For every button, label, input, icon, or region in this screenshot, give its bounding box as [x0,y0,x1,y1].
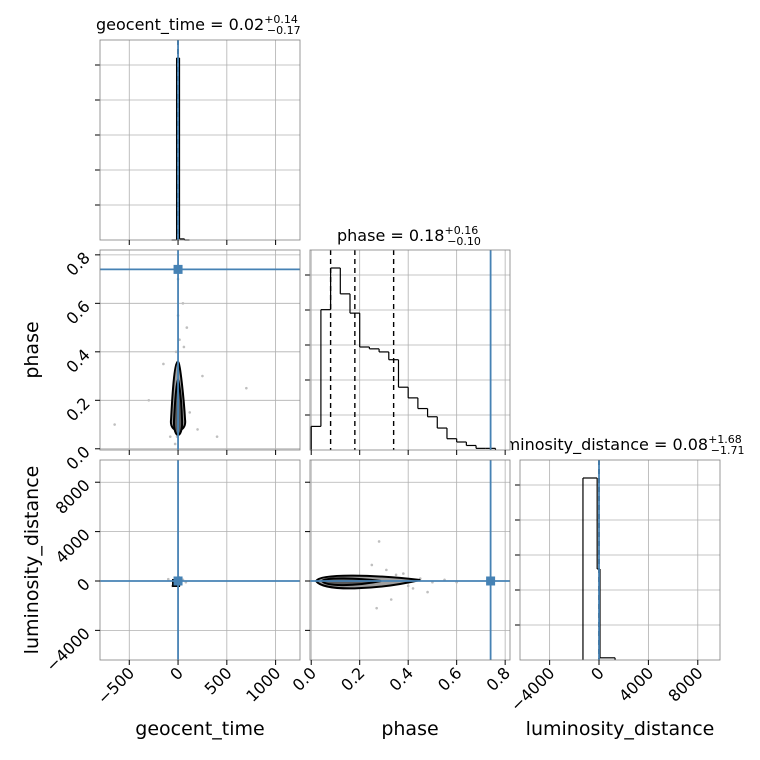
scatter-luminosity-distance-vs-phase-border [309,459,511,661]
hist-luminosity-distance-background [520,460,720,660]
scatter-phase-vs-geocent-time-border [99,249,301,451]
scatter-luminosity-distance-vs-phase-point-7 [370,563,374,567]
scatter-phase-vs-geocent-time-point-14 [181,302,185,305]
scatter-luminosity-distance-vs-geocent-time-point-5 [166,577,170,581]
scatter-phase-vs-geocent-time-point-20 [173,442,177,446]
scatter-luminosity-distance-vs-phase-xtick-label-0: 0.0 [289,663,320,694]
hist-geocent-time-background [100,40,300,240]
scatter-luminosity-distance-vs-phase-xtick-label-2: 0.4 [386,663,417,694]
hist-luminosity-distance-panel: −4000 0 4000 8000 [507,459,721,715]
scatter-luminosity-distance-vs-geocent-time-ytick-label-0: −4000 [42,624,94,676]
scatter-luminosity-distance-vs-phase-point-10 [375,606,378,610]
scatter-phase-vs-geocent-time-ytick-label-3: 0.6 [62,297,93,328]
hist-phase-background [310,250,510,450]
scatter-phase-vs-geocent-time-point-18 [196,428,199,431]
hist-geocent-time-border [99,39,301,241]
hist-phase-panel [305,249,511,455]
title-geocent-time-main: geocent_time = 0.02 [96,15,264,35]
scatter-phase-vs-geocent-time-point-15 [168,435,172,438]
scatter-phase-vs-geocent-time-ytick-label-1: 0.2 [62,394,93,425]
scatter-phase-vs-geocent-time-truth-marker [173,264,183,274]
hist-geocent-time-panel [95,39,301,245]
scatter-phase-vs-geocent-time-background [100,250,300,450]
hist-luminosity-distance-xtick-label-3: 8000 [664,663,706,705]
scatter-phase-vs-geocent-time-point-16 [188,411,192,414]
scatter-phase-vs-geocent-time-ytick-label-4: 0.8 [62,248,93,279]
hist-luminosity-distance-border [519,459,721,661]
scatter-luminosity-distance-vs-geocent-time-background [100,460,300,660]
scatter-luminosity-distance-vs-geocent-time-ytick-label-1: 0 [73,574,94,595]
scatter-luminosity-distance-vs-phase-truth-marker [486,576,496,586]
scatter-luminosity-distance-vs-phase-xtick-label-1: 0.2 [337,663,368,694]
scatter-luminosity-distance-vs-phase-point-3 [394,573,398,577]
scatter-luminosity-distance-vs-phase-point-18 [426,590,429,594]
hist-luminosity-distance-xtick-label-2: 4000 [615,663,657,705]
title-luminosity-distance-sub: −1.71 [711,444,745,457]
scatter-luminosity-distance-vs-phase-point-17 [385,568,388,572]
scatter-phase-vs-geocent-time-point-10 [147,399,151,402]
scatter-luminosity-distance-vs-phase-point-4 [406,584,410,588]
scatter-luminosity-distance-vs-geocent-time-xtick-label-2: 500 [201,663,236,698]
scatter-luminosity-distance-vs-geocent-time-truth-marker [173,576,183,586]
scatter-luminosity-distance-vs-phase-point-13 [411,587,415,590]
hist-phase-border [309,249,511,451]
scatter-luminosity-distance-vs-phase-xtick-label-3: 0.6 [434,663,465,694]
title-phase-main: phase = 0.18 [337,226,444,245]
xlabel-phase: phase [381,718,438,740]
scatter-luminosity-distance-vs-geocent-time-ytick-label-2: 4000 [52,525,94,567]
xlabel-luminosity-distance: luminosity_distance [526,718,715,740]
hist-luminosity-distance-xtick-label-0: −4000 [507,663,559,715]
title-geocent-time: geocent_time = 0.02+0.14 −0.17 [96,13,301,37]
scatter-luminosity-distance-vs-phase-background [310,460,510,660]
scatter-phase-vs-geocent-time-point-17 [162,362,165,366]
scatter-luminosity-distance-vs-geocent-time-ytick-label-3: 8000 [52,476,94,518]
scatter-phase-vs-geocent-time-point-7 [174,350,178,354]
scatter-phase-vs-geocent-time-point-21 [182,345,186,349]
scatter-luminosity-distance-vs-geocent-time-border [99,459,301,661]
title-geocent-time-sub: −0.17 [267,24,301,37]
scatter-luminosity-distance-vs-phase-point-9 [389,598,393,601]
title-luminosity-distance: luminosity_distance = 0.08+1.68 −1.71 [490,433,745,457]
xlabel-geocent-time: geocent_time [135,718,264,740]
scatter-phase-vs-geocent-time-point-12 [245,386,248,390]
ylabel-phase: phase [21,321,43,378]
scatter-luminosity-distance-vs-geocent-time-panel: −500 0 500 1000 −4000 0 4000 8000 [42,459,301,708]
scatter-phase-vs-geocent-time-point-23 [185,326,189,329]
scatter-luminosity-distance-vs-geocent-time-xtick-label-1: 0 [166,663,187,684]
scatter-luminosity-distance-vs-phase-xtick-label-4: 0.8 [483,663,514,694]
title-phase-sup: +0.16 [444,224,478,237]
scatter-luminosity-distance-vs-phase-panel: 0.0 0.2 0.4 0.6 0.8 [289,459,514,695]
scatter-phase-vs-geocent-time-panel: 0.0 0.2 0.4 0.6 0.8 [62,248,301,474]
title-luminosity-distance-main: luminosity_distance = 0.08 [490,435,708,455]
title-phase: phase = 0.18+0.16 −0.10 [337,224,481,248]
ylabel-luminosity-distance: luminosity_distance [21,466,43,655]
scatter-luminosity-distance-vs-phase-point-8 [377,540,381,543]
title-luminosity-distance-sup: +1.68 [708,433,742,446]
scatter-phase-vs-geocent-time-ytick-label-0: 0.0 [62,442,93,473]
scatter-luminosity-distance-vs-phase-point-12 [402,572,405,575]
scatter-luminosity-distance-vs-geocent-time-xtick-label-0: −500 [94,663,139,708]
hist-luminosity-distance-xtick-label-1: 0 [587,663,608,684]
scatter-phase-vs-geocent-time-point-13 [113,423,116,426]
scatter-luminosity-distance-vs-geocent-time-xtick-label-3: 1000 [242,663,284,705]
scatter-phase-vs-geocent-time-point-22 [215,435,219,438]
scatter-phase-vs-geocent-time-ytick-label-2: 0.4 [62,345,93,376]
scatter-phase-vs-geocent-time-point-11 [201,374,204,378]
title-geocent-time-sup: +0.14 [264,13,298,26]
title-phase-sub: −0.10 [447,235,481,248]
